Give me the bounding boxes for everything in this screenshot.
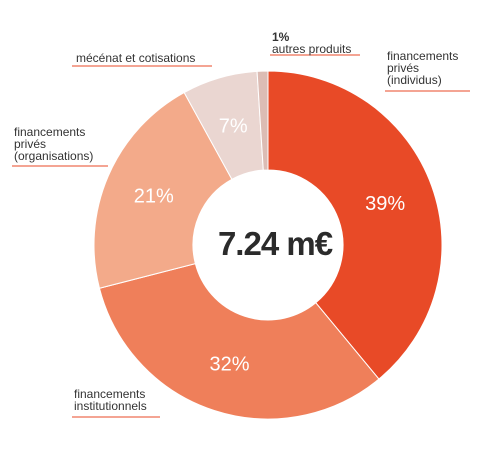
pct-label-individus: 39% — [365, 193, 405, 215]
label-autres-pct: 1% — [272, 30, 290, 44]
label-individus: financements privés (individus) — [387, 50, 458, 86]
pct-label-mecenat: 7% — [219, 115, 248, 137]
label-autres-line-1: autres produits — [272, 42, 352, 56]
label-organisations-line-3: (organisations) — [14, 149, 94, 163]
label-mecenat: mécénat et cotisations — [76, 52, 195, 64]
label-organisations-line-1: financements — [14, 125, 86, 139]
label-organisations-line-2: privés — [14, 137, 47, 151]
pct-label-institutionnels: 32% — [210, 353, 250, 375]
label-individus-line-1: financements — [387, 49, 459, 63]
label-mecenat-line-1: mécénat et cotisations — [76, 51, 196, 65]
label-institutionnels: financements institutionnels — [74, 388, 147, 412]
label-institutionnels-line-2: institutionnels — [74, 399, 147, 413]
label-institutionnels-line-1: financements — [74, 387, 146, 401]
pct-label-organisations: 21% — [134, 186, 174, 208]
label-autres: 1% autres produits — [272, 31, 351, 55]
label-individus-line-2: privés — [387, 61, 420, 75]
donut-hole — [193, 170, 343, 320]
label-individus-line-3: (individus) — [387, 73, 442, 87]
total-value: 7.24 m€ — [217, 225, 333, 262]
label-organisations: financements privés (organisations) — [14, 126, 93, 162]
